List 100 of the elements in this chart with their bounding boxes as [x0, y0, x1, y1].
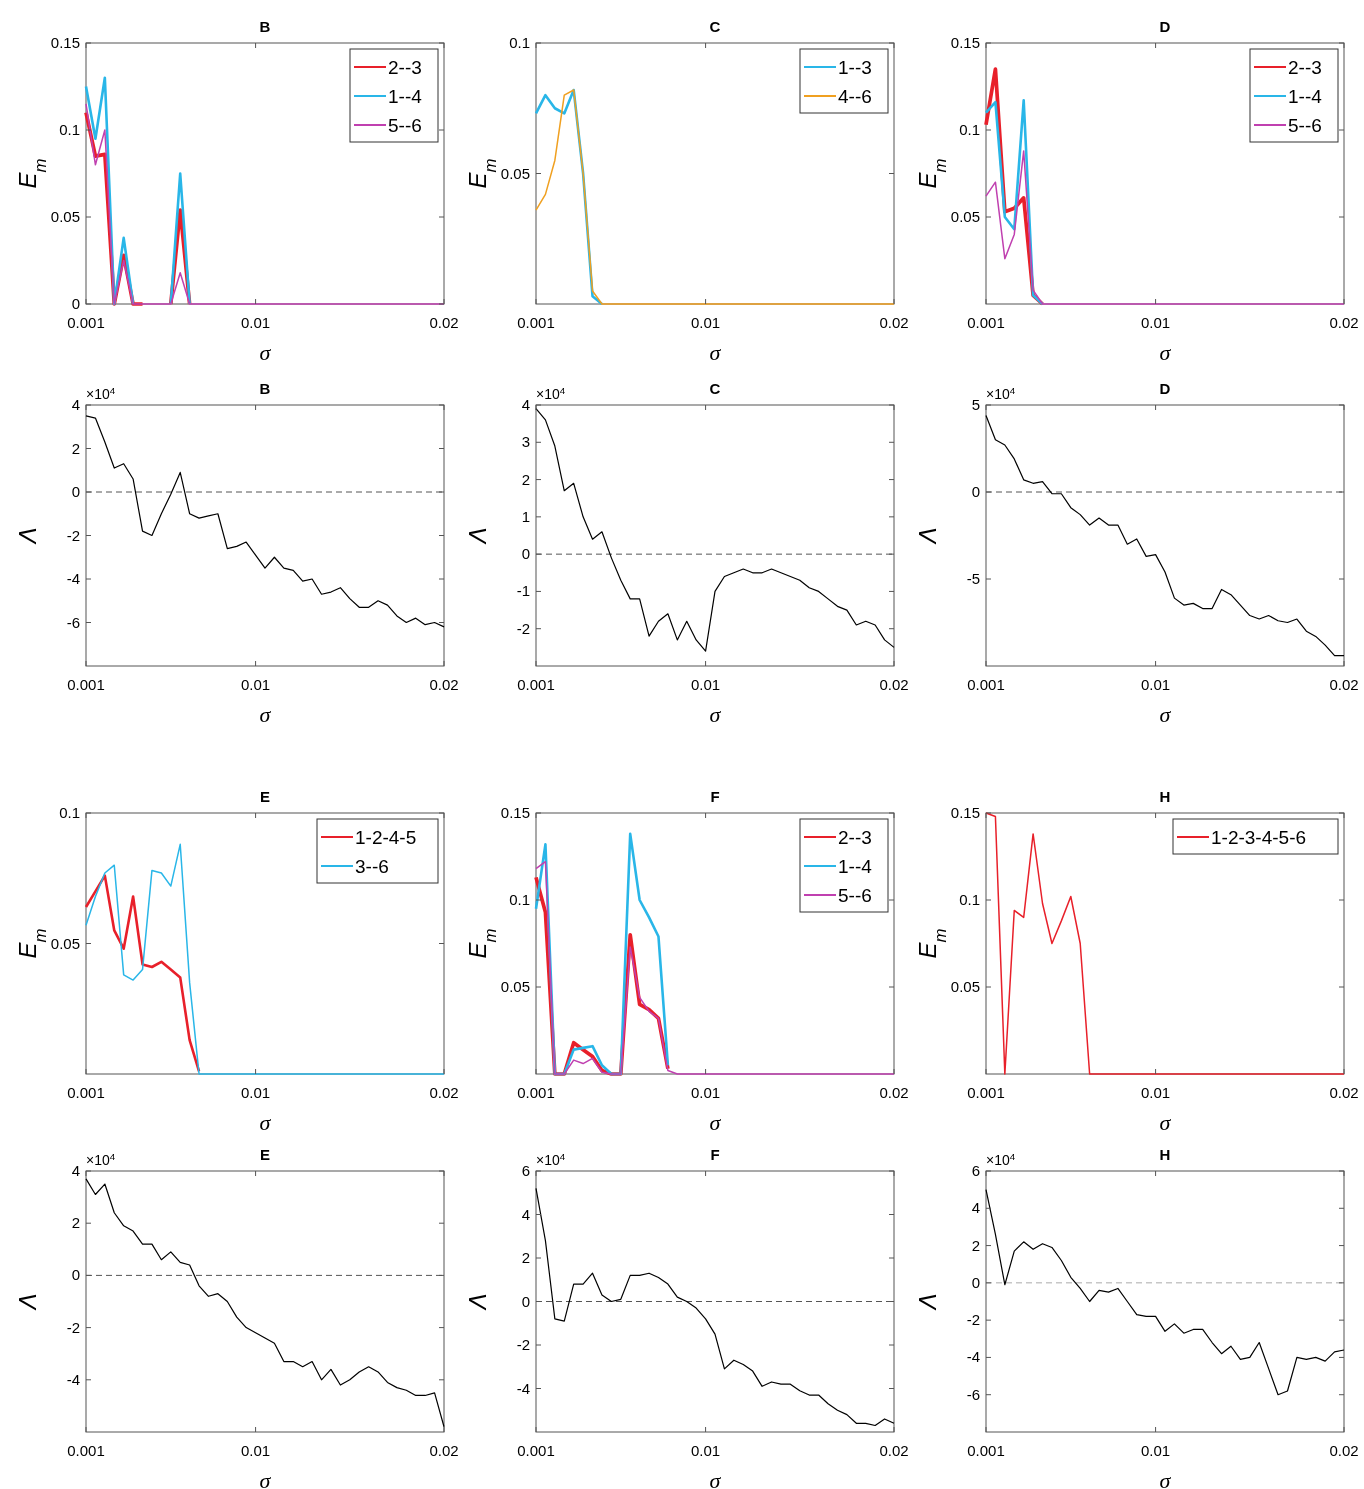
y-tick-label: 0.05 — [50, 934, 80, 952]
legend-label: 2--3 — [388, 57, 422, 78]
y-tick-label: 4 — [521, 396, 530, 413]
y-tick-label: 0 — [971, 1273, 980, 1291]
x-tick-label: 0.001 — [967, 314, 1005, 331]
x-tick-label: 0.01 — [240, 676, 271, 693]
x-tick-label: 0.01 — [690, 1442, 721, 1459]
legend-label: 1-2-3-4-5-6 — [1211, 827, 1307, 848]
chart-title: E — [259, 788, 271, 805]
y-axis-title: Λ — [14, 1293, 41, 1312]
x-axis-title: σ — [709, 702, 722, 727]
x-axis-title: σ — [1159, 340, 1172, 365]
y-tick-label: -4 — [516, 1379, 530, 1397]
y-tick-label: 2 — [521, 470, 530, 488]
y-axis-title: Λ — [914, 527, 941, 546]
y-axis-title: Λ — [464, 1293, 491, 1312]
chart-title: B — [259, 18, 271, 35]
x-tick-label: 0.02 — [1329, 676, 1359, 693]
x-tick-label: 0.01 — [690, 1084, 721, 1101]
x-tick-label: 0.001 — [967, 1084, 1005, 1101]
x-tick-label: 0.02 — [429, 1084, 459, 1101]
y-tick-label: -2 — [516, 619, 530, 637]
chart-title: F — [710, 1146, 720, 1163]
chart-title: C — [709, 18, 721, 35]
x-tick-label: 0.02 — [1329, 1084, 1359, 1101]
x-tick-label: 0.02 — [879, 1084, 909, 1101]
x-tick-label: 0.01 — [1140, 314, 1171, 331]
y-tick-label: 0.1 — [959, 121, 980, 138]
x-tick-label: 0.01 — [240, 314, 271, 331]
x-tick-label: 0.02 — [879, 314, 909, 331]
chart-title: H — [1159, 788, 1171, 805]
x-axis-title: σ — [259, 340, 272, 365]
y-tick-label: 0.05 — [500, 164, 530, 182]
x-tick-label: 0.02 — [879, 676, 909, 693]
text: ×10$^{4}$ — [86, 1150, 116, 1168]
x-tick-label: 0.02 — [879, 1442, 909, 1459]
y-tick-label: -1 — [516, 582, 530, 600]
x-tick-label: 0.001 — [67, 1442, 105, 1459]
legend-label: 4--6 — [838, 86, 872, 107]
x-tick-label: 0.001 — [517, 314, 555, 331]
y-tick-label: 0.1 — [59, 804, 80, 821]
y-tick-label: 2 — [71, 1214, 80, 1232]
y-tick-label: -6 — [966, 1385, 980, 1403]
x-tick-label: 0.001 — [67, 1084, 105, 1101]
y-tick-label: 0.15 — [50, 34, 80, 51]
legend-label: 2--3 — [838, 827, 872, 848]
x-axis-title: σ — [1159, 1468, 1172, 1489]
y-tick-label: 0.1 — [59, 121, 80, 138]
y-tick-label: -2 — [66, 526, 80, 544]
x-tick-label: 0.001 — [517, 1442, 555, 1459]
x-tick-label: 0.02 — [1329, 314, 1359, 331]
x-tick-label: 0.02 — [1329, 1442, 1359, 1459]
y-tick-label: 0 — [521, 545, 530, 563]
x-axis-title: σ — [709, 1110, 722, 1135]
y-tick-label: 0.05 — [950, 978, 980, 995]
y-tick-label: 0 — [971, 483, 980, 500]
x-axis-title: σ — [259, 1468, 272, 1489]
y-tick-label: 2 — [71, 439, 80, 457]
y-tick-label: -4 — [66, 1370, 80, 1388]
y-tick-label: 4 — [521, 1205, 530, 1223]
x-tick-label: 0.02 — [429, 314, 459, 331]
x-axis-title: σ — [259, 702, 272, 727]
x-tick-label: 0.01 — [240, 1442, 271, 1459]
text: ×10$^{4}$ — [86, 384, 116, 402]
y-tick-label: -5 — [966, 570, 980, 587]
y-tick-label: 4 — [71, 1162, 80, 1179]
y-tick-label: 3 — [521, 433, 530, 451]
y-tick-label: 0.05 — [500, 978, 530, 995]
x-tick-label: 0.01 — [690, 676, 721, 693]
legend-label: 1--4 — [1288, 86, 1323, 107]
x-axis-title: σ — [259, 1110, 272, 1135]
y-tick-label: 2 — [971, 1236, 980, 1254]
legend-label: 5--6 — [1288, 115, 1322, 136]
legend-label: 5--6 — [838, 885, 872, 906]
x-tick-label: 0.001 — [967, 1442, 1005, 1459]
x-tick-label: 0.01 — [1140, 1442, 1171, 1459]
y-tick-label: 0.05 — [950, 208, 980, 225]
y-tick-label: 0 — [71, 295, 80, 312]
y-axis-title: Λ — [14, 527, 41, 546]
chart-title: B — [259, 380, 271, 397]
text: ×10$^{4}$ — [536, 384, 566, 402]
y-tick-label: 0 — [71, 483, 80, 500]
x-tick-label: 0.01 — [1140, 1084, 1171, 1101]
y-tick-label: 2 — [521, 1249, 530, 1266]
chart-title: E — [259, 1146, 271, 1163]
y-tick-label: -6 — [66, 613, 80, 631]
y-axis-title: Λ — [464, 527, 491, 546]
y-tick-label: 4 — [71, 396, 80, 413]
text: ×10$^{4}$ — [986, 1150, 1016, 1168]
chart-title: D — [1159, 18, 1171, 35]
chart-title: F — [710, 788, 720, 805]
chart-title: C — [709, 380, 721, 397]
x-tick-label: 0.001 — [67, 676, 105, 693]
legend-label: 2--3 — [1288, 57, 1322, 78]
x-tick-label: 0.001 — [967, 676, 1005, 693]
text: ×10$^{4}$ — [986, 384, 1016, 402]
legend-label: 1--3 — [838, 57, 872, 78]
y-tick-label: 6 — [971, 1162, 980, 1179]
x-tick-label: 0.01 — [240, 1084, 271, 1101]
legend-label: 5--6 — [388, 115, 422, 136]
